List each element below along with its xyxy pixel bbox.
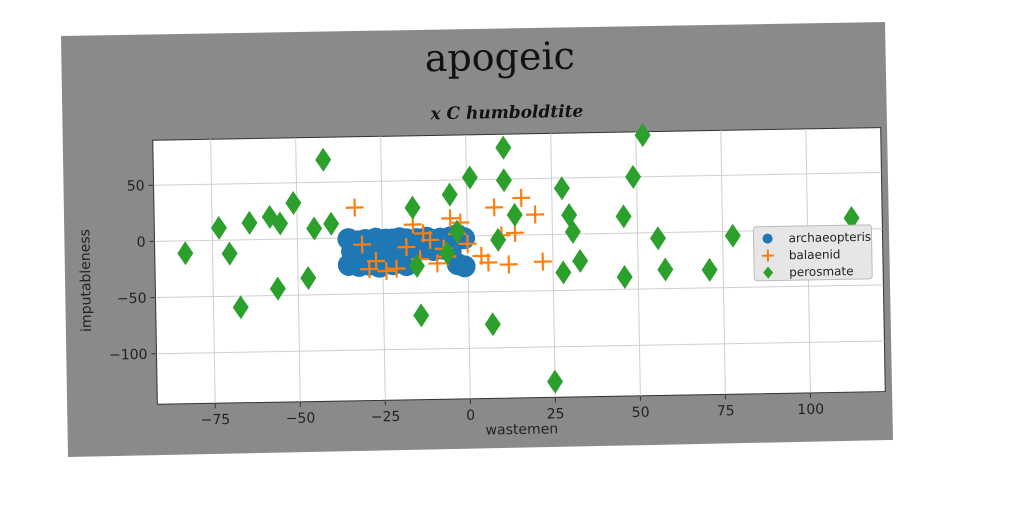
data-point-balaenid: [367, 252, 386, 271]
data-point-archaeopteris: [388, 232, 411, 255]
data-point-perosmate: [177, 241, 194, 266]
data-point-perosmate: [300, 266, 317, 291]
data-point-perosmate: [241, 210, 258, 235]
legend-marker-balaenid: [761, 249, 774, 262]
data-point-perosmate: [547, 369, 564, 394]
legend-marker-archaeopteris: [762, 233, 773, 244]
data-point-balaenid: [533, 252, 552, 271]
x-tick-label: −75: [201, 412, 231, 429]
data-point-perosmate: [616, 265, 633, 290]
data-point-perosmate: [701, 257, 718, 282]
x-tick-label: 25: [547, 406, 565, 422]
chart-title: apogeic: [424, 34, 575, 81]
legend-label-balaenid: balaenid: [789, 247, 841, 262]
data-point-perosmate: [495, 168, 512, 193]
legend-marker-perosmate: [763, 266, 774, 279]
data-point-balaenid: [458, 234, 477, 253]
data-point-perosmate: [506, 202, 523, 227]
x-tick-label: 75: [717, 403, 735, 419]
data-point-balaenid: [479, 253, 498, 272]
data-point-perosmate: [272, 211, 289, 236]
data-point-perosmate: [553, 176, 570, 201]
data-point-balaenid: [345, 198, 364, 217]
data-point-balaenid: [377, 262, 396, 281]
data-point-balaenid: [485, 198, 504, 217]
data-point-perosmate: [404, 195, 421, 220]
data-point-archaeopteris: [368, 233, 391, 256]
grid-layer: [153, 128, 885, 404]
data-point-balaenid: [441, 209, 460, 228]
x-tick-label: 50: [632, 405, 650, 421]
data-point-perosmate: [408, 254, 425, 279]
data-point-perosmate: [555, 260, 572, 285]
x-gridline: [295, 137, 301, 402]
data-point-balaenid: [499, 255, 518, 274]
data-point-perosmate: [724, 223, 741, 248]
data-point-perosmate: [323, 211, 340, 236]
data-point-balaenid: [526, 205, 545, 224]
y-gridline: [156, 340, 885, 355]
data-point-balaenid: [353, 235, 372, 254]
x-gridline: [720, 130, 726, 395]
x-tick-label: 0: [466, 408, 475, 424]
data-point-balaenid: [397, 238, 416, 257]
y-tick-label: −100: [109, 347, 148, 364]
data-point-perosmate: [484, 312, 501, 337]
y-tick-label: 50: [127, 178, 145, 194]
data-point-balaenid: [387, 259, 406, 278]
data-point-perosmate: [306, 216, 323, 241]
data-point-perosmate: [221, 241, 238, 266]
data-point-perosmate: [441, 182, 458, 207]
legend-box: [752, 224, 873, 282]
data-point-perosmate: [650, 226, 667, 251]
x-tick-label: −50: [286, 411, 316, 428]
chart-subtitle: x C humboldtite: [429, 102, 583, 125]
data-point-perosmate: [625, 164, 642, 189]
data-point-perosmate: [232, 295, 249, 320]
data-point-perosmate: [490, 227, 507, 252]
data-point-perosmate: [843, 205, 860, 230]
x-axis-label: wastemen: [485, 421, 558, 438]
legend-label-perosmate: perosmate: [789, 264, 854, 279]
tick-layer: −75 −50 −25 0 25 50 75 100 50 0 −50 −100: [109, 178, 824, 429]
data-point-perosmate: [615, 204, 632, 229]
data-point-perosmate: [269, 276, 286, 301]
y-gridline: [153, 172, 882, 186]
data-point-perosmate: [657, 257, 674, 282]
plot-group: −75 −50 −25 0 25 50 75 100 50 0 −50 −100 archaeopte…: [77, 123, 886, 439]
legend: archaeopteris balaenid perosmate: [752, 224, 873, 282]
data-point-perosmate: [564, 219, 581, 244]
data-point-perosmate: [449, 219, 466, 244]
data-point-balaenid: [428, 254, 447, 273]
y-tick-label: 0: [136, 235, 145, 251]
plot-area: [152, 127, 886, 405]
data-point-archaeopteris: [453, 255, 476, 278]
data-point-balaenid: [512, 188, 531, 207]
points-layer: [177, 123, 860, 394]
data-point-perosmate: [315, 147, 332, 172]
data-point-perosmate: [634, 123, 651, 148]
legend-label-archaeopteris: archaeopteris: [788, 230, 871, 245]
x-gridline: [550, 133, 556, 398]
data-point-perosmate: [461, 165, 478, 190]
data-point-perosmate: [439, 241, 456, 266]
data-point-balaenid: [421, 230, 440, 249]
data-point-perosmate: [210, 215, 227, 240]
y-axis-label: imputableness: [77, 229, 95, 332]
data-point-perosmate: [413, 303, 430, 328]
data-point-perosmate: [285, 191, 302, 216]
x-gridline: [210, 139, 216, 404]
x-tick-label: −25: [371, 409, 401, 426]
x-tick-label: 100: [797, 402, 824, 418]
data-point-perosmate: [495, 135, 512, 160]
data-point-perosmate: [572, 248, 589, 273]
y-tick-label: −50: [117, 291, 147, 308]
